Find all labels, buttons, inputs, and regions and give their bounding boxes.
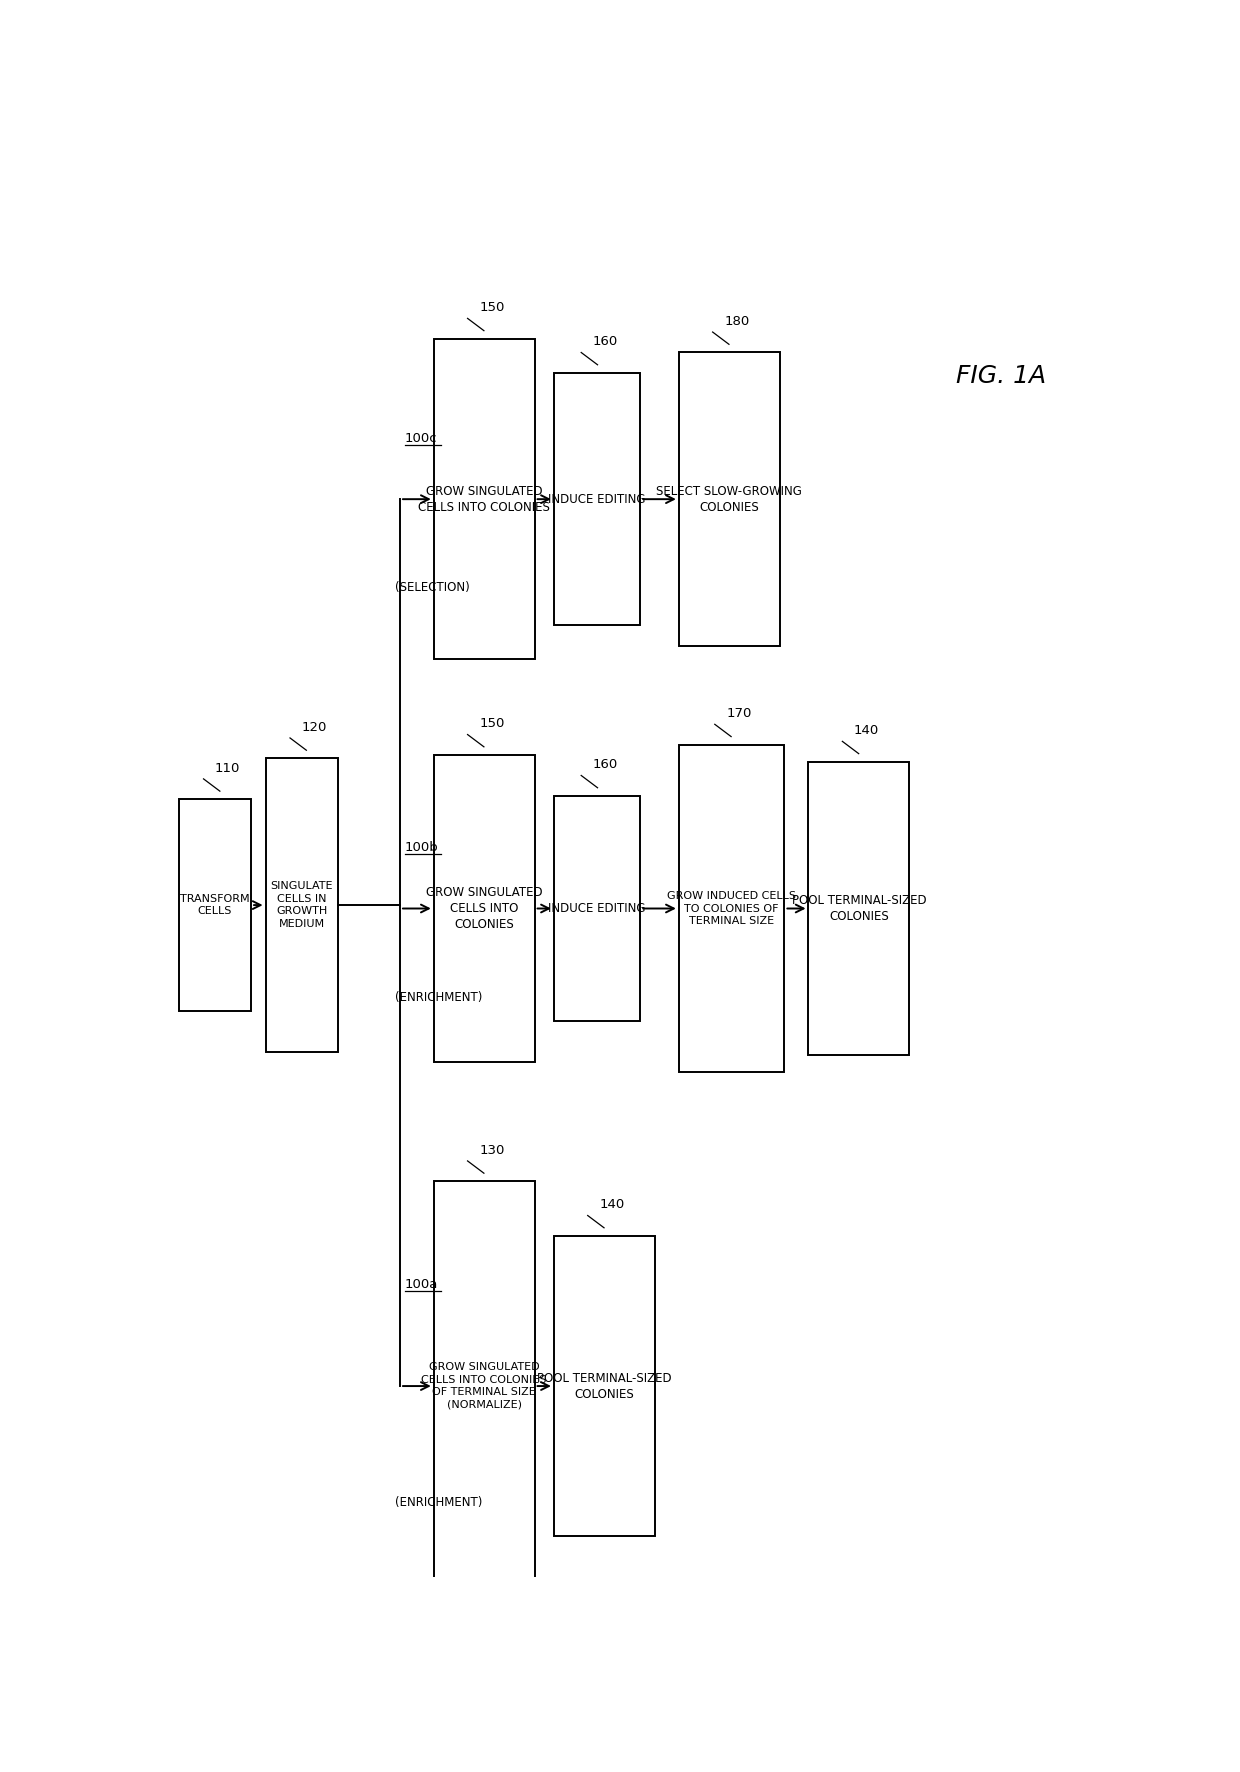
Text: GROW SINGULATED
CELLS INTO COLONIES
OF TERMINAL SIZE
(NORMALIZE): GROW SINGULATED CELLS INTO COLONIES OF T… [422, 1363, 547, 1411]
Bar [434, 1182, 534, 1591]
Text: FIG. 1A: FIG. 1A [956, 365, 1045, 388]
Text: GROW SINGULATED
CELLS INTO COLONIES: GROW SINGULATED CELLS INTO COLONIES [418, 486, 551, 514]
Bar [554, 796, 640, 1021]
Text: 170: 170 [727, 707, 751, 719]
Text: 140: 140 [599, 1198, 625, 1212]
Bar [179, 799, 250, 1010]
Text: 150: 150 [479, 718, 505, 730]
Text: GROW INDUCED CELLS
TO COLONIES OF
TERMINAL SIZE: GROW INDUCED CELLS TO COLONIES OF TERMIN… [667, 891, 796, 927]
Text: POOL TERMINAL-SIZED
COLONIES: POOL TERMINAL-SIZED COLONIES [537, 1372, 672, 1400]
Text: TRANSFORM
CELLS: TRANSFORM CELLS [180, 893, 250, 916]
Text: 100b: 100b [404, 842, 439, 854]
Text: SINGULATE
CELLS IN
GROWTH
MEDIUM: SINGULATE CELLS IN GROWTH MEDIUM [270, 881, 332, 929]
Bar [554, 372, 640, 626]
Text: 150: 150 [479, 301, 505, 314]
Text: 120: 120 [301, 721, 327, 734]
Text: POOL TERMINAL-SIZED
COLONIES: POOL TERMINAL-SIZED COLONIES [791, 895, 926, 923]
Text: 160: 160 [593, 335, 618, 349]
Bar [678, 744, 785, 1072]
Text: 110: 110 [215, 762, 241, 774]
Bar [554, 1237, 655, 1536]
Text: INDUCE EDITING: INDUCE EDITING [548, 493, 646, 505]
Text: 160: 160 [593, 758, 618, 771]
Text: 100c: 100c [404, 432, 438, 445]
Text: (ENRICHMENT): (ENRICHMENT) [396, 1496, 482, 1508]
Bar [808, 762, 909, 1054]
Text: 140: 140 [854, 725, 879, 737]
Text: (ENRICHMENT): (ENRICHMENT) [396, 991, 482, 1003]
Text: SELECT SLOW-GROWING
COLONIES: SELECT SLOW-GROWING COLONIES [656, 486, 802, 514]
Text: 130: 130 [479, 1145, 505, 1157]
Text: INDUCE EDITING: INDUCE EDITING [548, 902, 646, 914]
Bar [434, 338, 534, 659]
Bar [434, 755, 534, 1061]
Text: (SELECTION): (SELECTION) [396, 581, 470, 594]
Bar [678, 353, 780, 645]
Bar [265, 758, 337, 1053]
Text: 180: 180 [724, 315, 749, 328]
Text: 100a: 100a [404, 1278, 438, 1290]
Text: GROW SINGULATED
CELLS INTO
COLONIES: GROW SINGULATED CELLS INTO COLONIES [425, 886, 542, 930]
